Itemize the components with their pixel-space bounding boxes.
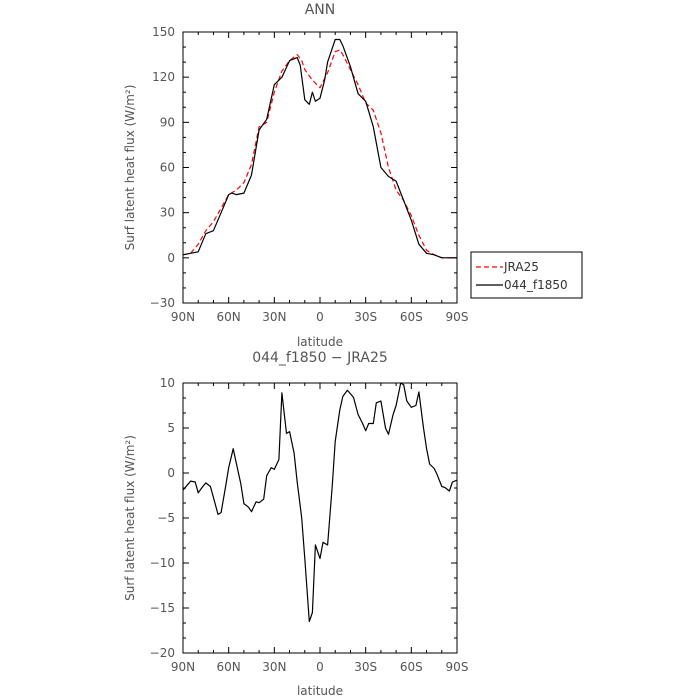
top-x-tick-label: 30S xyxy=(354,310,377,324)
bottom-y-tick-label: −20 xyxy=(150,646,175,660)
top-y-tick-label: 60 xyxy=(160,161,175,175)
top-x-tick-label: 90S xyxy=(446,310,469,324)
top-x-tick-label: 60S xyxy=(400,310,423,324)
bottom-chart-title: 044_f1850 − JRA25 xyxy=(252,350,388,366)
bottom-x-axis-label: latitude xyxy=(297,684,343,698)
legend-label-jra25: JRA25 xyxy=(503,260,539,274)
top-chart-panel: ANN latitude Surf latent heat flux (W/m²… xyxy=(123,2,468,349)
top-y-tick-label: 0 xyxy=(167,251,175,265)
bottom-x-tick-label: 90S xyxy=(446,660,469,674)
top-x-axis-label: latitude xyxy=(297,335,343,349)
top-y-axis-label: Surf latent heat flux (W/m²) xyxy=(123,85,137,251)
bottom-x-tick-label: 60N xyxy=(217,660,241,674)
bottom-y-tick-label: 10 xyxy=(160,376,175,390)
bottom-x-tick-label: 60S xyxy=(400,660,423,674)
bottom-y-axis-label: Surf latent heat flux (W/m²) xyxy=(123,435,137,601)
top-y-tick-label: 90 xyxy=(160,115,175,129)
legend-label-044-f1850: 044_f1850 xyxy=(504,278,568,292)
bottom-y-tick-label: 5 xyxy=(167,421,175,435)
top-y-tick-label: 30 xyxy=(160,206,175,220)
bottom-y-tick-label: −5 xyxy=(157,511,175,525)
bottom-x-tick-label: 30S xyxy=(354,660,377,674)
top-y-tick-label: 120 xyxy=(152,70,175,84)
bottom-plot-frame xyxy=(182,382,458,654)
top-y-tick-label: 150 xyxy=(152,25,175,39)
bottom-y-tick-label: −10 xyxy=(150,556,175,570)
bottom-y-tick-label: 0 xyxy=(167,466,175,480)
bottom-series-line-difference xyxy=(182,382,458,623)
legend: JRA25 044_f1850 xyxy=(470,251,583,299)
top-x-tick-label: 90N xyxy=(171,310,195,324)
bottom-x-tick-label: 0 xyxy=(316,660,324,674)
legend-box xyxy=(470,251,583,299)
bottom-x-tick-label: 30N xyxy=(262,660,286,674)
top-x-tick-label: 0 xyxy=(316,310,324,324)
top-x-tick-label: 30N xyxy=(262,310,286,324)
top-chart-title: ANN xyxy=(305,2,336,18)
top-series-line-jra25 xyxy=(182,49,457,259)
bottom-chart-panel: 044_f1850 − JRA25 latitude Surf latent h… xyxy=(123,350,468,698)
bottom-x-tick-label: 90N xyxy=(171,660,195,674)
top-y-tick-label: −30 xyxy=(150,296,175,310)
top-plot-frame xyxy=(182,31,458,304)
top-series-line-044-f1850 xyxy=(182,38,457,259)
top-x-tick-label: 60N xyxy=(217,310,241,324)
bottom-y-tick-label: −15 xyxy=(150,601,175,615)
